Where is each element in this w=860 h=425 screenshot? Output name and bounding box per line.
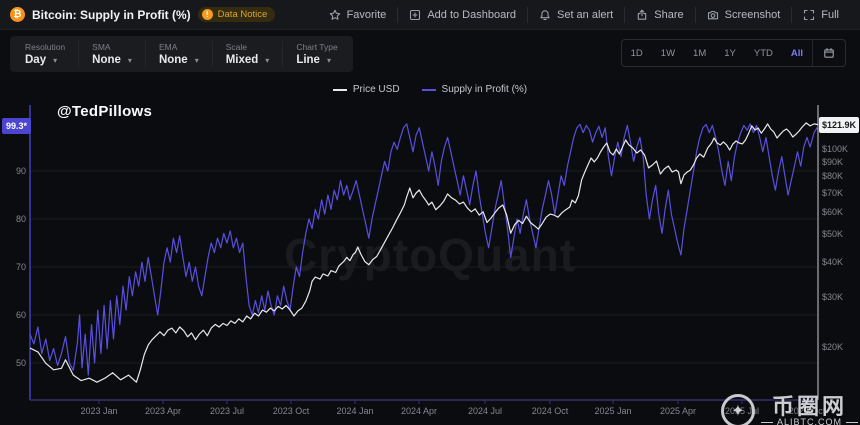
legend-swatch — [332, 88, 347, 91]
page-title: Bitcoin: Supply in Profit (%) — [32, 7, 191, 22]
sma-dropdown[interactable]: SMA None ▾ — [79, 41, 146, 67]
legend-item: Supply in Profit (%) — [421, 84, 527, 95]
range-ytd-button[interactable]: YTD — [745, 40, 782, 66]
scale-dropdown[interactable]: Scale Mixed ▾ — [213, 41, 284, 67]
add-to-dashboard-button[interactable]: Add to Dashboard — [397, 6, 527, 23]
data-notice-badge[interactable]: ! Data Notice — [197, 7, 276, 22]
resolution-dropdown[interactable]: Resolution Day ▾ — [12, 41, 80, 67]
bitcoin-icon: ₿ — [10, 7, 25, 22]
chart-toolbar: Resolution Day ▾ SMA None ▾ EMA None ▾ Scale Mixed… — [0, 30, 860, 80]
range-1y-button[interactable]: 1Y — [715, 40, 745, 66]
supply-current-badge: 99.3* — [2, 118, 32, 135]
range-1m-button[interactable]: 1M — [684, 40, 715, 66]
indicator-controls: Resolution Day ▾ SMA None ▾ EMA None ▾ Scale Mixed… — [10, 36, 353, 72]
warning-icon: ! — [201, 9, 213, 20]
site-domain: ALIBTC.COM — [761, 417, 858, 425]
range-all-button[interactable]: All — [782, 40, 812, 66]
range-selector: 1D 1W 1M 1Y YTD All — [620, 39, 846, 67]
dashboard-icon — [410, 9, 421, 20]
star-icon — [329, 9, 340, 20]
range-1d-button[interactable]: 1D — [622, 40, 652, 66]
chart-type-dropdown[interactable]: Chart Type Line ▾ — [296, 42, 338, 66]
plot-svg[interactable] — [0, 80, 860, 425]
chevron-down-icon: ▾ — [194, 55, 199, 65]
camera-icon — [707, 10, 718, 19]
supply-in-profit-line — [29, 123, 819, 376]
author-watermark: @TedPillows — [57, 103, 153, 120]
bell-icon — [540, 9, 550, 20]
price-current-badge: $121.9K — [819, 116, 860, 133]
legend-item: Price USD — [332, 84, 400, 95]
legend-swatch — [421, 88, 436, 91]
calendar-icon — [824, 47, 834, 58]
chevron-down-icon: ▾ — [326, 55, 331, 65]
favorite-button[interactable]: Favorite — [318, 7, 398, 23]
chart-legend: Price USD Supply in Profit (%) — [0, 84, 860, 95]
expand-icon — [804, 9, 815, 20]
ema-dropdown[interactable]: EMA None ▾ — [146, 41, 213, 67]
chart-area[interactable]: Price USD Supply in Profit (%) @TedPillow… — [0, 80, 860, 425]
range-1w-button[interactable]: 1W — [652, 40, 684, 66]
full-button[interactable]: Full — [791, 6, 850, 23]
chevron-down-icon: ▾ — [127, 55, 132, 65]
chevron-down-icon: ▾ — [53, 55, 58, 65]
share-icon — [638, 9, 647, 20]
site-logo-icon: ✦ — [720, 394, 755, 425]
chart-title-group: ₿ Bitcoin: Supply in Profit (%) ! Data N… — [10, 7, 276, 22]
screenshot-button[interactable]: Screenshot — [694, 6, 792, 23]
site-name-cn: 币圈网 — [771, 393, 847, 419]
set-an-alert-button[interactable]: Set an alert — [526, 6, 624, 23]
header-actions: Favorite Add to Dashboard Set an alert Shar… — [318, 0, 850, 29]
chevron-down-icon: ▾ — [265, 55, 270, 65]
site-watermark: ✦ 币圈网 ALIBTC.COM — [720, 394, 858, 425]
cryptoquant-watermark: CryptoQuant — [283, 229, 577, 281]
data-notice-label: Data Notice — [217, 9, 268, 20]
chart-header: ₿ Bitcoin: Supply in Profit (%) ! Data N… — [0, 0, 860, 30]
calendar-button[interactable] — [812, 40, 845, 66]
share-button[interactable]: Share — [624, 6, 694, 23]
site-watermark-text: 币圈网 ALIBTC.COM — [761, 395, 858, 425]
price-usd-line — [29, 122, 819, 383]
